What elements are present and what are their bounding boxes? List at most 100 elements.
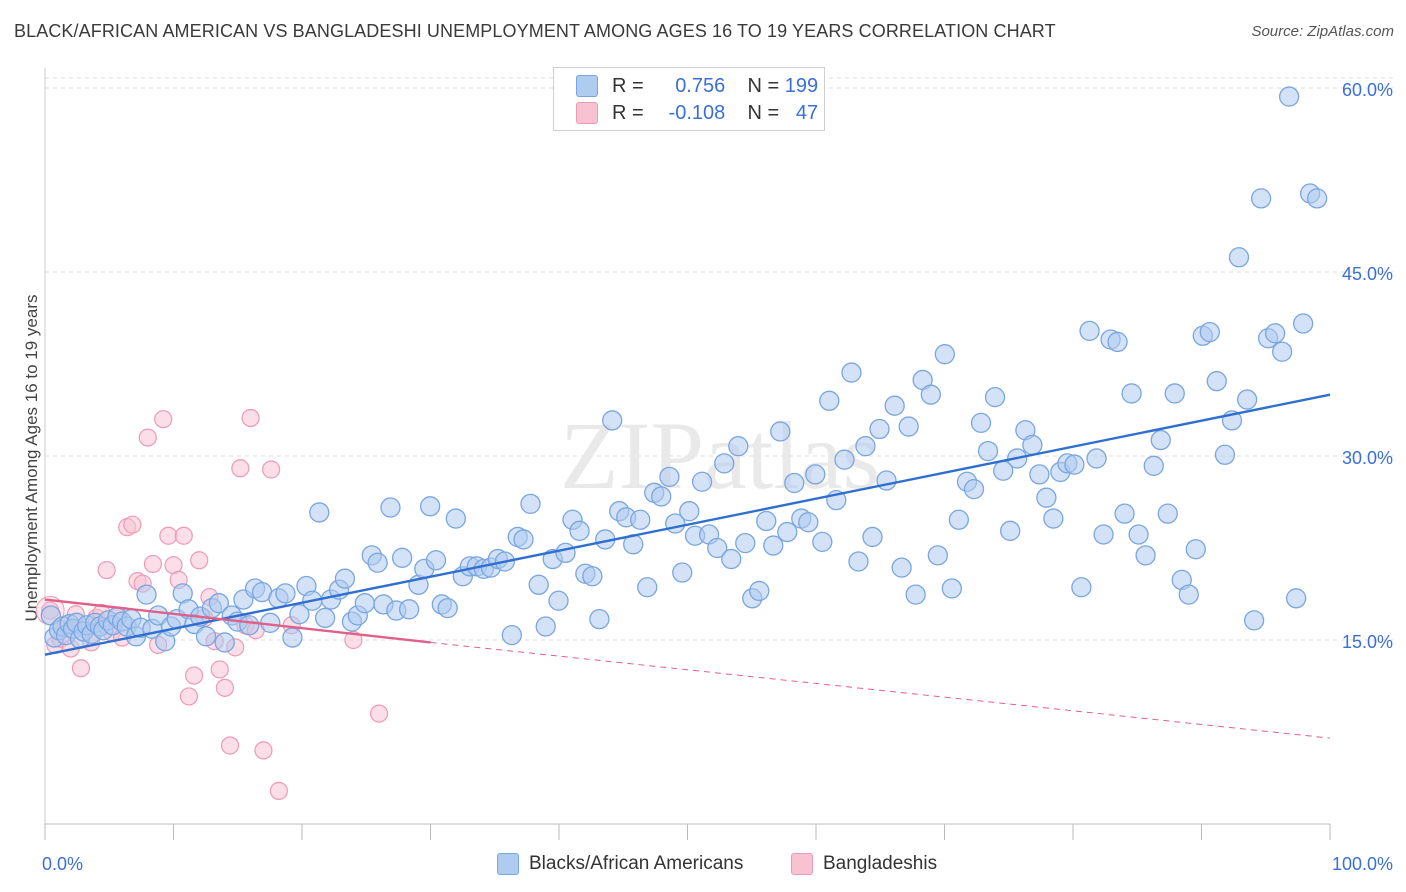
data-point-blacks: [1199, 321, 1220, 343]
data-point-blacks: [275, 583, 296, 604]
data-point-blacks: [1236, 389, 1258, 410]
data-point-bangladeshis: [190, 551, 209, 570]
trend-line-bangladeshis: [44, 598, 431, 644]
data-point-blacks: [1071, 577, 1092, 598]
data-point-blacks: [659, 466, 680, 488]
data-point-blacks: [1228, 247, 1250, 268]
data-point-blacks: [419, 496, 441, 517]
data-point-blacks: [367, 552, 388, 573]
data-point-blacks: [391, 547, 413, 568]
data-point-blacks: [891, 557, 912, 578]
data-point-blacks: [528, 574, 549, 595]
data-point-blacks: [1264, 323, 1286, 344]
data-point-bangladeshis: [215, 678, 234, 697]
data-point-blacks: [569, 520, 590, 541]
data-point-blacks: [651, 486, 672, 507]
data-point-bangladeshis: [174, 526, 193, 545]
data-point-blacks: [425, 550, 447, 571]
source-credit: Source: ZipAtlas.com: [1251, 23, 1394, 40]
data-point-blacks: [784, 472, 805, 494]
data-point-blacks: [707, 537, 728, 559]
data-point-blacks: [869, 418, 890, 440]
data-point-blacks: [798, 512, 819, 533]
tick-labels: 15.0% 30.0% 45.0% 60.0% 0.0% 100.0%: [42, 80, 1393, 874]
data-point-blacks: [970, 412, 992, 434]
data-point-blacks: [948, 509, 969, 530]
data-point-blacks: [679, 501, 700, 522]
data-point-blacks: [1135, 545, 1156, 566]
bottom-legend-swatch-pink: [791, 853, 813, 875]
bottom-legend-label: Blacks/African Americans: [529, 853, 744, 874]
legend-n-value: 47: [795, 101, 819, 124]
data-point-blacks: [1185, 539, 1206, 560]
data-point-blacks: [927, 545, 948, 566]
data-point-blacks: [1214, 444, 1236, 465]
data-point-blacks: [884, 395, 905, 416]
x-tick-label: 0.0%: [42, 854, 83, 874]
data-point-bangladeshis: [184, 666, 204, 685]
axes: [44, 68, 1331, 840]
data-point-blacks: [1243, 610, 1265, 631]
data-point-blacks: [548, 590, 569, 611]
data-point-bangladeshis: [159, 526, 178, 545]
data-point-bangladeshis: [179, 687, 199, 706]
data-point-blacks: [520, 493, 541, 514]
data-point-blacks: [1043, 508, 1064, 529]
data-point-bangladeshis: [269, 781, 288, 800]
data-point-blacks: [963, 478, 985, 500]
data-point-bangladeshis: [123, 515, 142, 534]
data-point-bangladeshis: [231, 459, 250, 478]
data-point-blacks: [749, 580, 770, 602]
data-point-blacks: [905, 584, 926, 605]
data-point-blacks: [977, 440, 999, 462]
data-point-blacks: [834, 449, 855, 470]
legend-row-bangladeshis: R = -0.108 N = 47: [576, 100, 818, 126]
data-point-blacks: [1121, 383, 1142, 404]
legend-r-value: -0.108: [668, 101, 726, 124]
data-point-blacks: [398, 599, 420, 620]
trend-line-bangladeshis-extension: [430, 641, 1331, 739]
data-point-bangladeshis: [220, 736, 240, 755]
data-point-blacks: [214, 632, 235, 653]
data-point-blacks: [862, 526, 883, 548]
x-tick-label: 100.0%: [1332, 854, 1393, 874]
data-point-blacks: [445, 508, 466, 529]
legend-r-label: R =: [612, 101, 644, 124]
data-point-blacks: [239, 615, 260, 636]
data-point-blacks: [805, 464, 826, 485]
data-point-bangladeshis: [210, 660, 229, 679]
data-point-blacks: [855, 436, 876, 457]
data-point-bangladeshis: [71, 659, 91, 678]
chart-title: BLACK/AFRICAN AMERICAN VS BANGLADESHI UN…: [14, 21, 1056, 41]
data-point-blacks: [920, 384, 941, 405]
data-point-blacks: [848, 551, 869, 572]
data-point-bangladeshis: [241, 408, 260, 428]
data-point-blacks: [309, 502, 330, 523]
trend-line-blacks: [44, 393, 1331, 656]
legend-n-label: N =: [747, 74, 780, 97]
data-point-blacks: [1029, 464, 1050, 485]
data-point-blacks: [941, 578, 962, 599]
data-point-blacks: [1143, 455, 1164, 476]
data-point-blacks: [555, 542, 576, 564]
data-point-blacks: [314, 607, 336, 629]
data-point-blacks: [984, 386, 1006, 408]
legend-n-value: 199: [784, 74, 819, 97]
data-point-blacks: [770, 421, 791, 442]
data-point-blacks: [195, 626, 217, 647]
data-point-blacks: [354, 593, 375, 614]
data-point-blacks: [582, 566, 603, 587]
data-point-blacks: [334, 568, 356, 589]
data-point-blacks: [721, 548, 742, 570]
series-blacks-points: [40, 86, 1328, 653]
data-point-blacks: [1178, 584, 1199, 605]
bottom-legend-label: Bangladeshis: [823, 853, 938, 874]
data-point-blacks: [1000, 520, 1021, 541]
data-point-blacks: [1307, 188, 1328, 209]
data-point-bangladeshis: [143, 554, 163, 574]
data-point-blacks: [934, 344, 955, 365]
legend-r-label: R =: [612, 74, 644, 97]
data-point-bangladeshis: [254, 741, 273, 760]
y-tick-label: 45.0%: [1342, 264, 1393, 284]
